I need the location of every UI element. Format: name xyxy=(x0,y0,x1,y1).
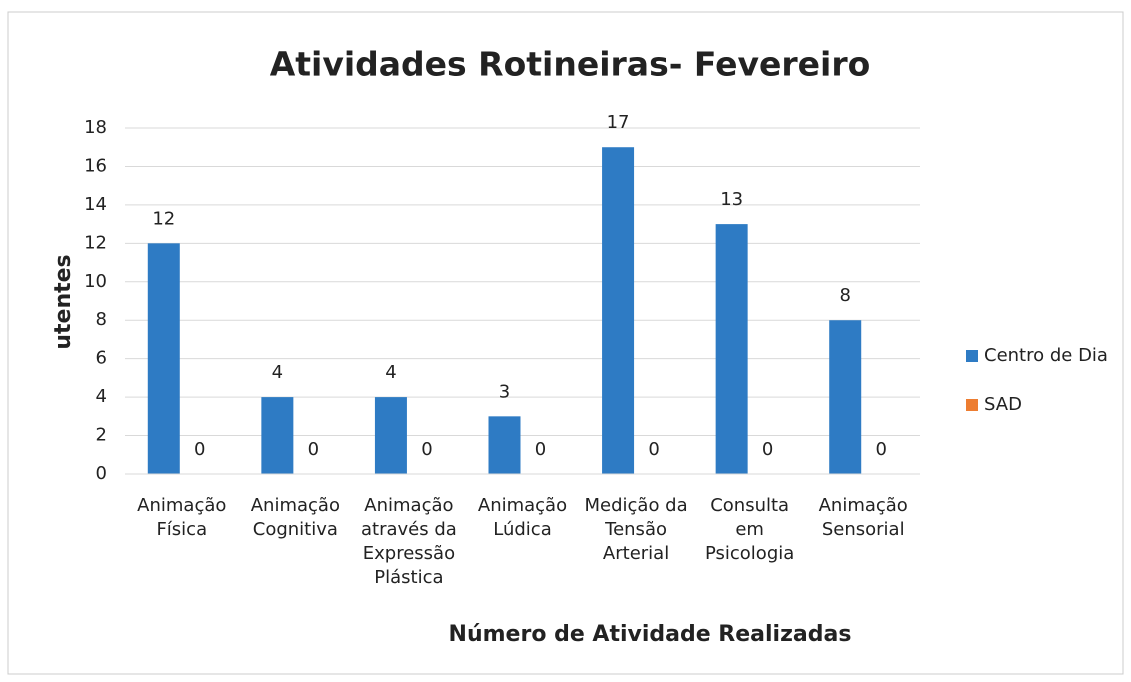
legend-swatch xyxy=(966,399,978,411)
bar xyxy=(261,397,294,474)
value-label: 8 xyxy=(839,285,850,306)
y-axis-title: utentes xyxy=(51,254,76,349)
x-tick-label: Medição da Tensão Arterial xyxy=(584,495,687,564)
value-label: 4 xyxy=(385,362,396,383)
value-label: 0 xyxy=(762,439,773,460)
legend-swatch xyxy=(966,350,978,362)
value-label: 4 xyxy=(272,362,283,383)
bar xyxy=(715,224,748,474)
x-tick-line: Psicologia xyxy=(705,543,794,564)
x-tick-line: Expressão xyxy=(363,543,455,564)
y-tick-label: 0 xyxy=(96,463,107,484)
x-tick-label: Animação Física xyxy=(137,495,226,540)
x-tick-line: Medição da xyxy=(584,495,687,516)
bar xyxy=(602,147,635,474)
x-tick-line: em xyxy=(735,519,764,540)
chart-title: Atividades Rotineiras- Fevereiro xyxy=(270,45,871,84)
x-tick-line: Plástica xyxy=(374,567,443,588)
value-label: 0 xyxy=(194,439,205,460)
bar xyxy=(147,243,180,474)
x-tick-line: Lúdica xyxy=(493,519,551,540)
y-tick-label: 10 xyxy=(84,271,107,292)
y-tick-label: 2 xyxy=(96,425,107,446)
x-tick-line: através da xyxy=(361,519,457,540)
value-label: 0 xyxy=(421,439,432,460)
value-label: 0 xyxy=(875,439,886,460)
x-tick-line: Tensão xyxy=(604,519,667,540)
x-tick-line: Animação xyxy=(364,495,453,516)
value-label: 0 xyxy=(535,439,546,460)
x-tick-line: Física xyxy=(156,519,207,540)
x-tick-label: Consulta em Psicologia xyxy=(705,495,794,564)
y-tick-label: 4 xyxy=(96,386,107,407)
y-tick-label: 14 xyxy=(84,194,107,215)
x-tick-label: Animação através da Expressão Plástica xyxy=(361,495,457,588)
legend-label: SAD xyxy=(984,394,1022,415)
chart-frame xyxy=(7,11,1124,675)
x-tick-label: Animação Sensorial xyxy=(819,495,908,540)
value-label: 0 xyxy=(648,439,659,460)
x-tick-label: Animação Cognitiva xyxy=(251,495,340,540)
x-tick-line: Sensorial xyxy=(822,519,905,540)
x-tick-line: Consulta xyxy=(710,495,789,516)
x-tick-line: Animação xyxy=(478,495,567,516)
legend-label: Centro de Dia xyxy=(984,345,1108,366)
x-tick-line: Animação xyxy=(251,495,340,516)
bar xyxy=(488,416,521,474)
bar xyxy=(829,320,862,474)
y-tick-label: 18 xyxy=(84,117,107,138)
x-tick-line: Arterial xyxy=(603,543,669,564)
x-tick-label: Animação Lúdica xyxy=(478,495,567,540)
y-tick-label: 8 xyxy=(96,309,107,330)
value-label: 3 xyxy=(499,381,510,402)
value-label: 13 xyxy=(720,189,743,210)
x-tick-line: Animação xyxy=(819,495,908,516)
bar xyxy=(374,397,407,474)
x-axis-title: Número de Atividade Realizadas xyxy=(449,622,852,647)
value-label: 17 xyxy=(607,112,630,133)
x-tick-line: Animação xyxy=(137,495,226,516)
y-tick-label: 12 xyxy=(84,232,107,253)
x-tick-line: Cognitiva xyxy=(253,519,338,540)
value-label: 12 xyxy=(152,208,175,229)
value-label: 0 xyxy=(308,439,319,460)
y-tick-label: 16 xyxy=(84,155,107,176)
y-tick-label: 6 xyxy=(96,348,107,369)
